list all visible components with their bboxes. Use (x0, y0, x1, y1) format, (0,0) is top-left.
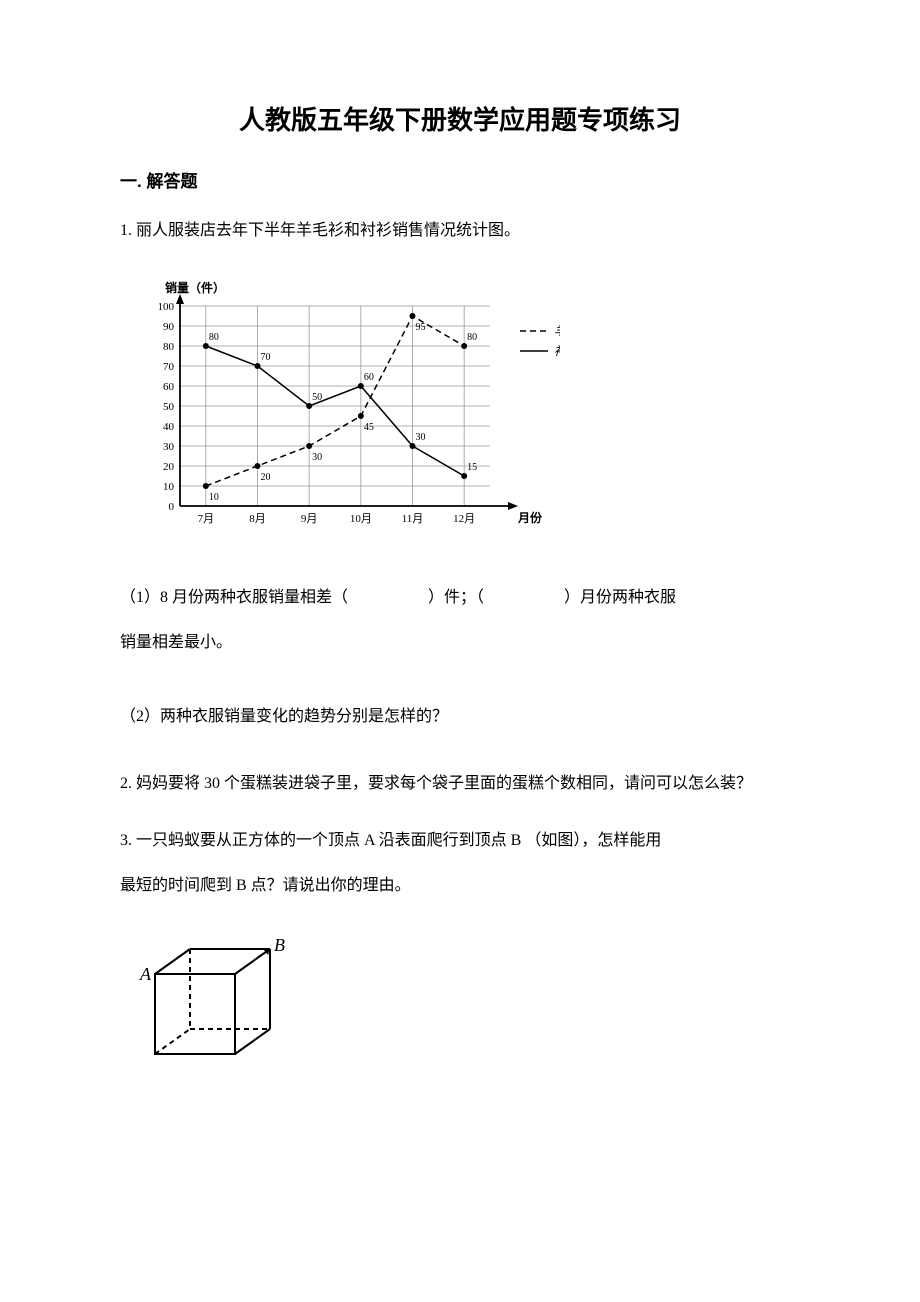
svg-text:10月: 10月 (350, 513, 372, 525)
svg-text:80: 80 (467, 332, 477, 343)
svg-text:80: 80 (163, 341, 175, 353)
cube-container: AB (130, 939, 800, 1074)
svg-text:70: 70 (261, 352, 271, 363)
section-header: 一. 解答题 (120, 167, 800, 192)
chart-container: 销量（件） 0 10 20 30 40 50 60 70 80 90 100 7月 8月 9月 10月 11月 1… (130, 276, 800, 536)
svg-text:0: 0 (169, 501, 175, 513)
svg-text:95: 95 (416, 322, 426, 333)
question-2: 2. 妈妈要将 30 个蛋糕装进袋子里，要求每个袋子里面的蛋糕个数相同，请问可以… (120, 770, 800, 799)
svg-text:10: 10 (209, 492, 219, 503)
svg-text:A: A (139, 964, 152, 984)
svg-text:90: 90 (163, 321, 175, 333)
svg-text:60: 60 (364, 372, 374, 383)
svg-text:80: 80 (209, 332, 219, 343)
q1-sub1-c: ）月份两种衣服 (564, 589, 676, 606)
svg-text:衬衫: 衬衫 (554, 344, 560, 358)
svg-text:30: 30 (416, 432, 426, 443)
svg-text:B: B (274, 939, 285, 955)
svg-text:40: 40 (163, 421, 175, 433)
svg-text:7月: 7月 (198, 513, 215, 525)
svg-text:9月: 9月 (301, 513, 318, 525)
svg-text:12月: 12月 (453, 513, 475, 525)
q1-sub1-d: 销量相差最小。 (120, 634, 232, 651)
svg-text:60: 60 (163, 381, 175, 393)
svg-text:销量（件）: 销量（件） (165, 280, 225, 295)
q1-sub1-b: ）件；（ (428, 589, 484, 606)
svg-text:8月: 8月 (249, 513, 266, 525)
svg-text:30: 30 (163, 441, 175, 453)
svg-text:30: 30 (312, 452, 322, 463)
svg-text:20: 20 (163, 461, 175, 473)
svg-text:11月: 11月 (402, 513, 424, 525)
svg-text:50: 50 (312, 392, 322, 403)
svg-text:月份: 月份 (517, 510, 543, 525)
svg-text:20: 20 (261, 472, 271, 483)
svg-text:15: 15 (467, 462, 477, 473)
sales-chart: 销量（件） 0 10 20 30 40 50 60 70 80 90 100 7月 8月 9月 10月 11月 1… (130, 276, 560, 536)
question-3: 3. 一只蚂蚁要从正方体的一个顶点 A 沿表面爬行到顶点 B （如图），怎样能用… (120, 819, 800, 909)
q3-line2: 最短的时间爬到 B 点？请说出你的理由。 (120, 877, 411, 894)
svg-text:羊毛衫: 羊毛衫 (554, 324, 560, 338)
svg-text:100: 100 (158, 301, 175, 313)
svg-text:50: 50 (163, 401, 175, 413)
question-1-sub1: （1）8 月份两种衣服销量相差（ ）件；（ ）月份两种衣服 销量相差最小。 (120, 576, 800, 666)
question-1-sub2: （2）两种衣服销量变化的趋势分别是怎样的？ (120, 695, 800, 740)
q1-sub1-a: （1）8 月份两种衣服销量相差（ (120, 589, 348, 606)
page-title: 人教版五年级下册数学应用题专项练习 (120, 100, 800, 137)
svg-text:10: 10 (163, 481, 175, 493)
question-1-intro: 1. 丽人服装店去年下半年羊毛衫和衬衫销售情况统计图。 (120, 217, 800, 246)
q3-line1: 3. 一只蚂蚁要从正方体的一个顶点 A 沿表面爬行到顶点 B （如图），怎样能用 (120, 832, 661, 849)
cube-diagram: AB (130, 939, 300, 1069)
svg-text:70: 70 (163, 361, 175, 373)
svg-text:45: 45 (364, 422, 374, 433)
